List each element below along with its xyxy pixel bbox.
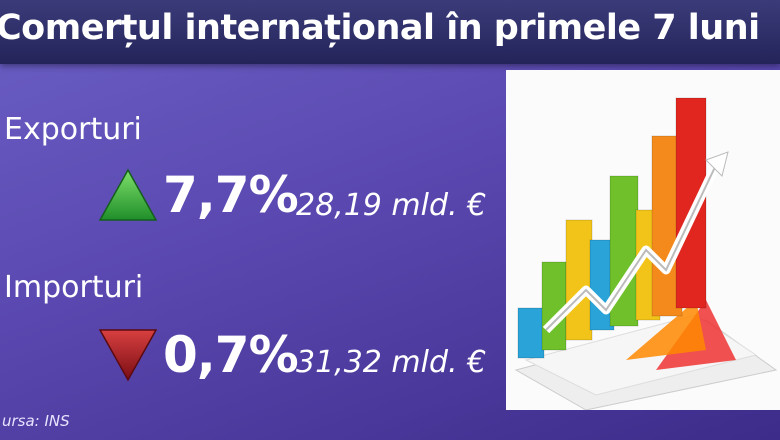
value: 28,19 mld. € [296, 188, 487, 223]
label: Importuri [4, 270, 144, 305]
up-arrow [98, 168, 158, 221]
title: Comerțul internațional în primele 7 luni [0, 8, 760, 48]
change: 0,7% [163, 326, 299, 384]
down-arrow [98, 329, 158, 382]
illustration-panel [506, 70, 780, 411]
illustration [514, 97, 778, 411]
label: Exporturi [4, 112, 142, 147]
change: 7,7% [163, 166, 299, 224]
value: 31,32 mld. € [296, 345, 487, 380]
source: ursa: INS [2, 412, 70, 430]
title-bar: Comerțul internațional în primele 7 luni [0, 0, 780, 64]
